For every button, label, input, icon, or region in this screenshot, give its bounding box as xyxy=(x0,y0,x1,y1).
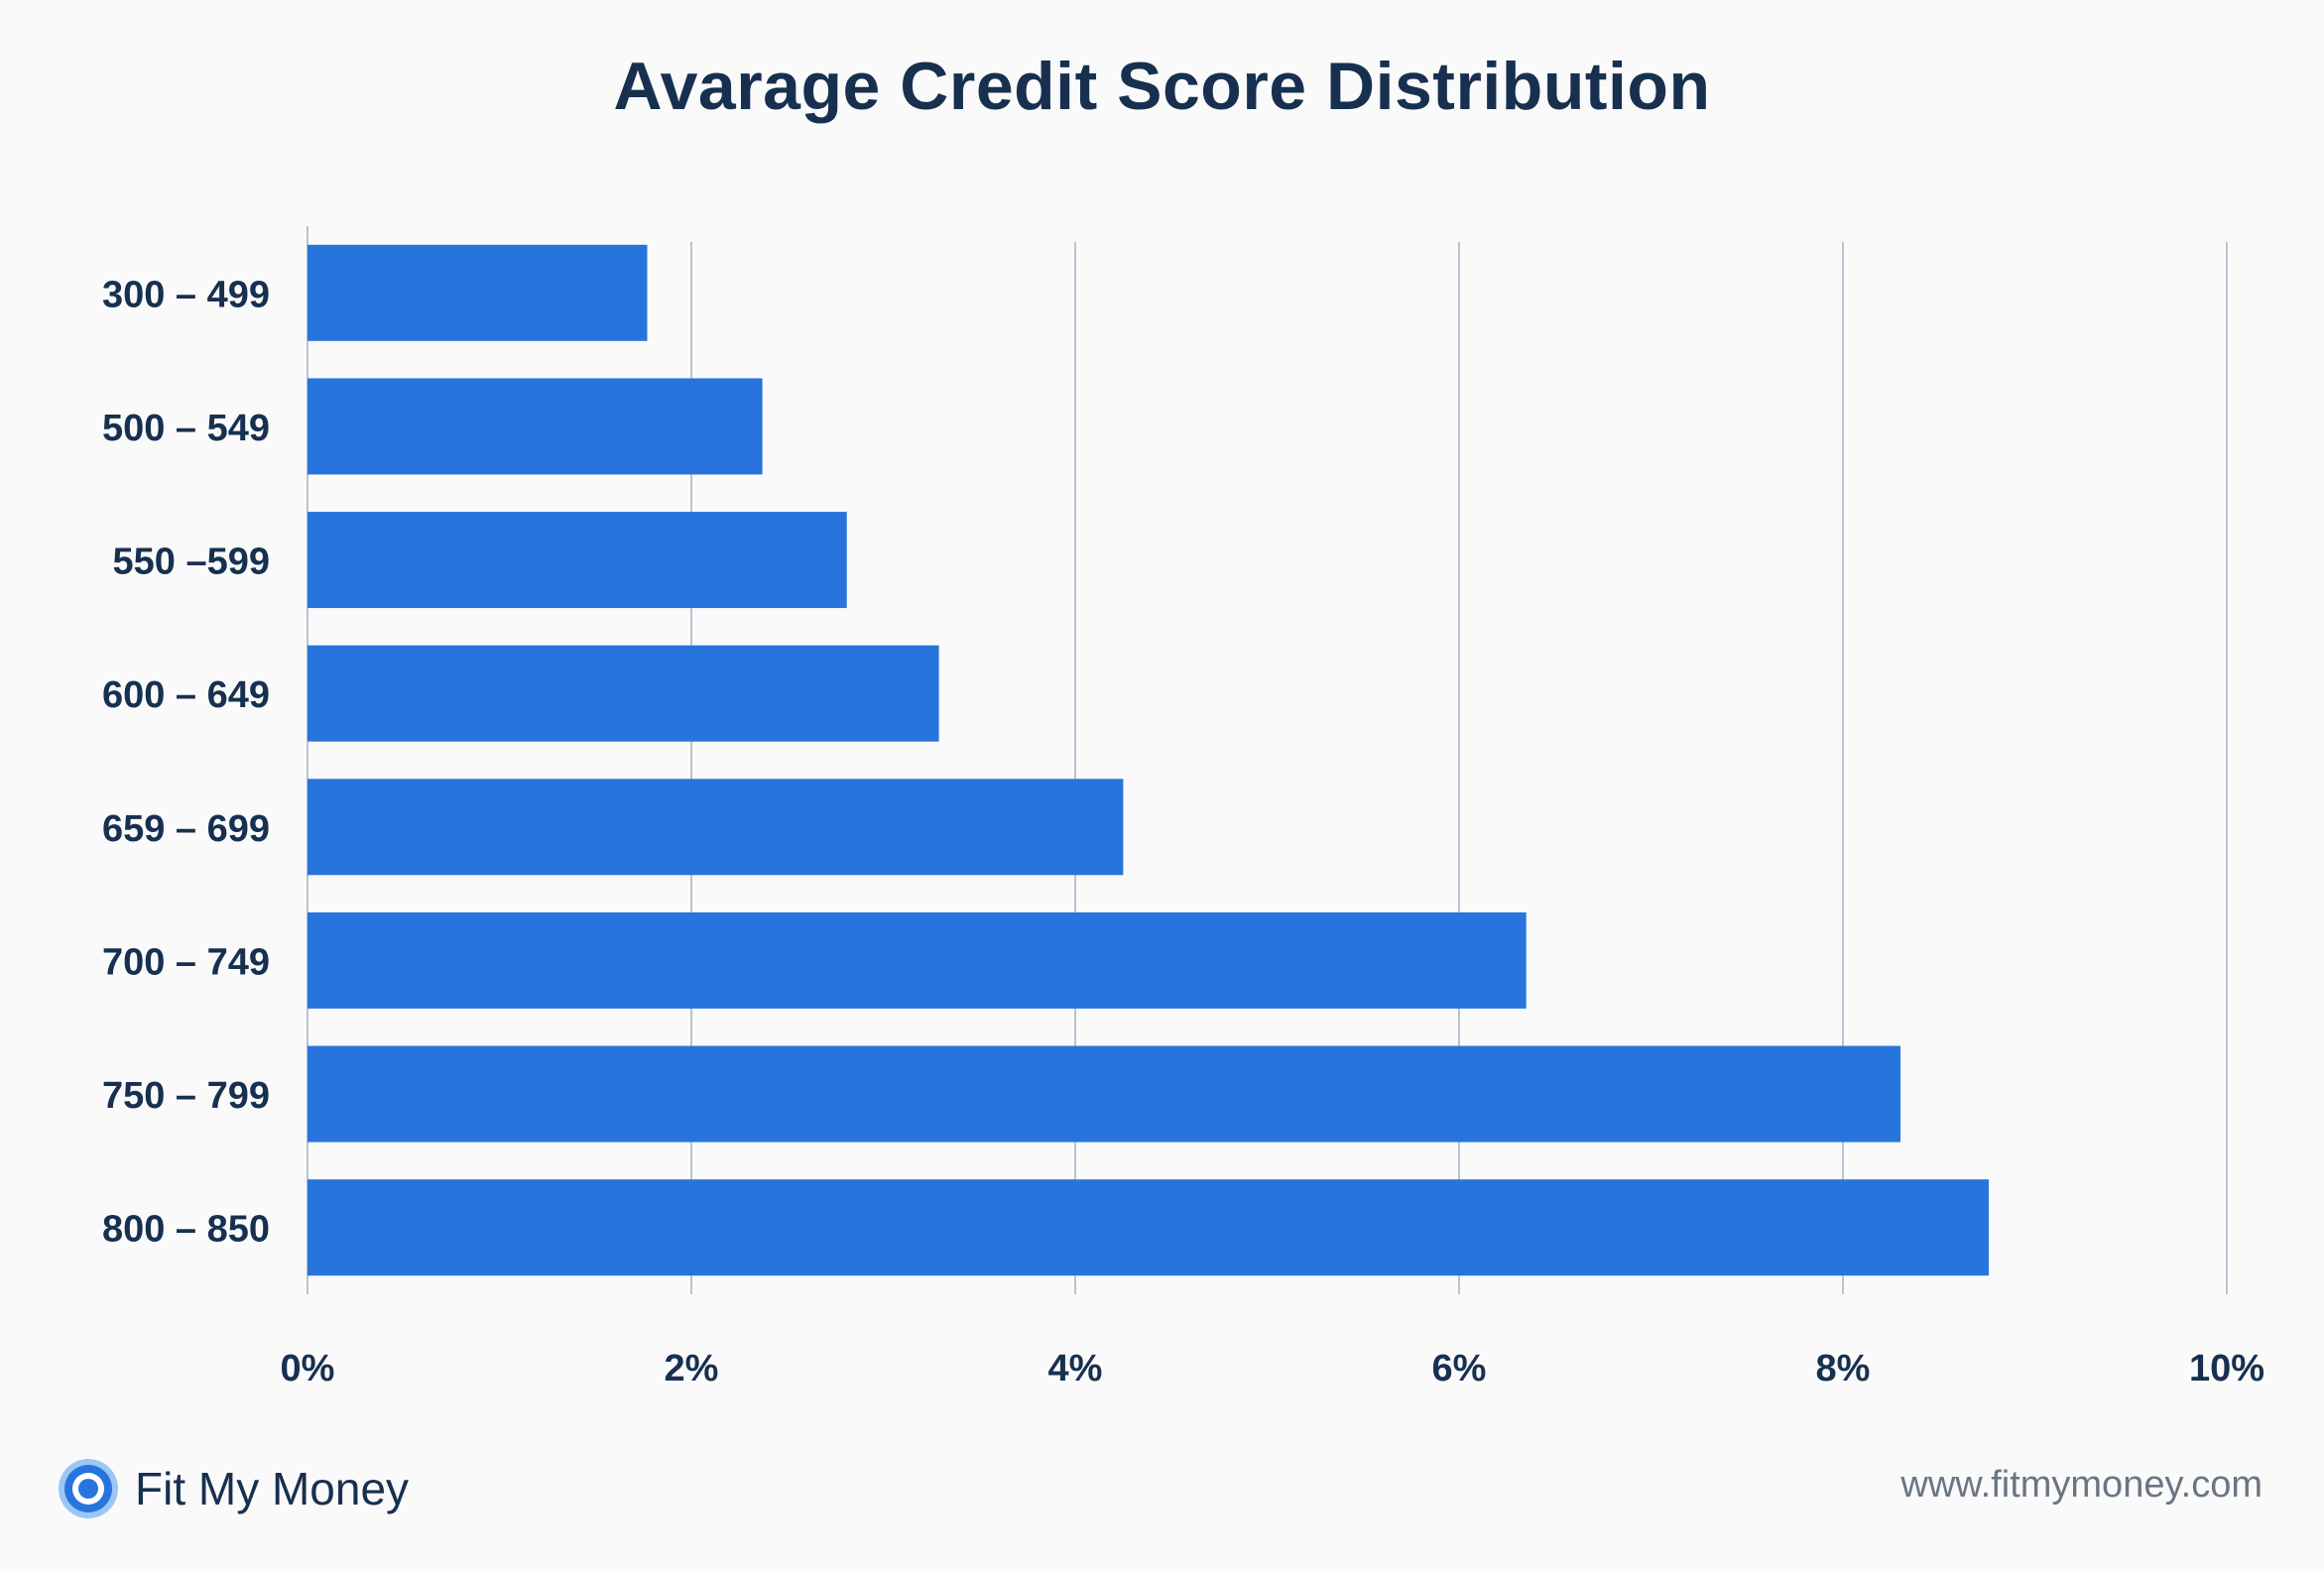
x-tick-labels: 0% 2% 4% 6% 8% 10% xyxy=(281,1348,2264,1390)
bar xyxy=(307,911,1527,1009)
x-tick-label: 6% xyxy=(1432,1348,1487,1390)
x-tick-label: 8% xyxy=(1816,1348,1871,1390)
category-label: 300 – 499 xyxy=(102,274,270,315)
bar xyxy=(307,1045,1901,1143)
x-tick-label: 10% xyxy=(2189,1348,2264,1390)
category-label: 500 – 549 xyxy=(102,408,270,449)
x-tick-label: 4% xyxy=(1048,1348,1103,1390)
x-tick-label: 0% xyxy=(281,1348,335,1390)
category-label: 750 – 799 xyxy=(102,1075,270,1117)
bar xyxy=(307,378,763,475)
x-tick-label: 2% xyxy=(665,1348,719,1390)
category-label: 800 – 850 xyxy=(102,1209,270,1251)
category-label: 600 – 649 xyxy=(102,674,270,716)
category-labels: 300 – 499 500 – 549 550 –599 600 – 649 659 –… xyxy=(102,274,270,1250)
website-url: www.fitmymoney.com xyxy=(1900,1464,2263,1506)
category-label: 659 – 699 xyxy=(102,808,270,850)
bar xyxy=(307,645,939,742)
brand-name: Fit My Money xyxy=(135,1463,410,1514)
category-label: 700 – 749 xyxy=(102,941,270,983)
brand: Fit My Money xyxy=(58,1454,409,1523)
bar xyxy=(307,512,847,609)
ring-logo-icon xyxy=(59,1459,118,1518)
category-label: 550 –599 xyxy=(113,542,271,583)
bars xyxy=(307,244,1990,1276)
bar xyxy=(307,1179,1990,1276)
bar xyxy=(307,779,1124,876)
bar xyxy=(307,244,648,341)
chart-title: Avarage Credit Score Distribution xyxy=(613,49,1711,124)
